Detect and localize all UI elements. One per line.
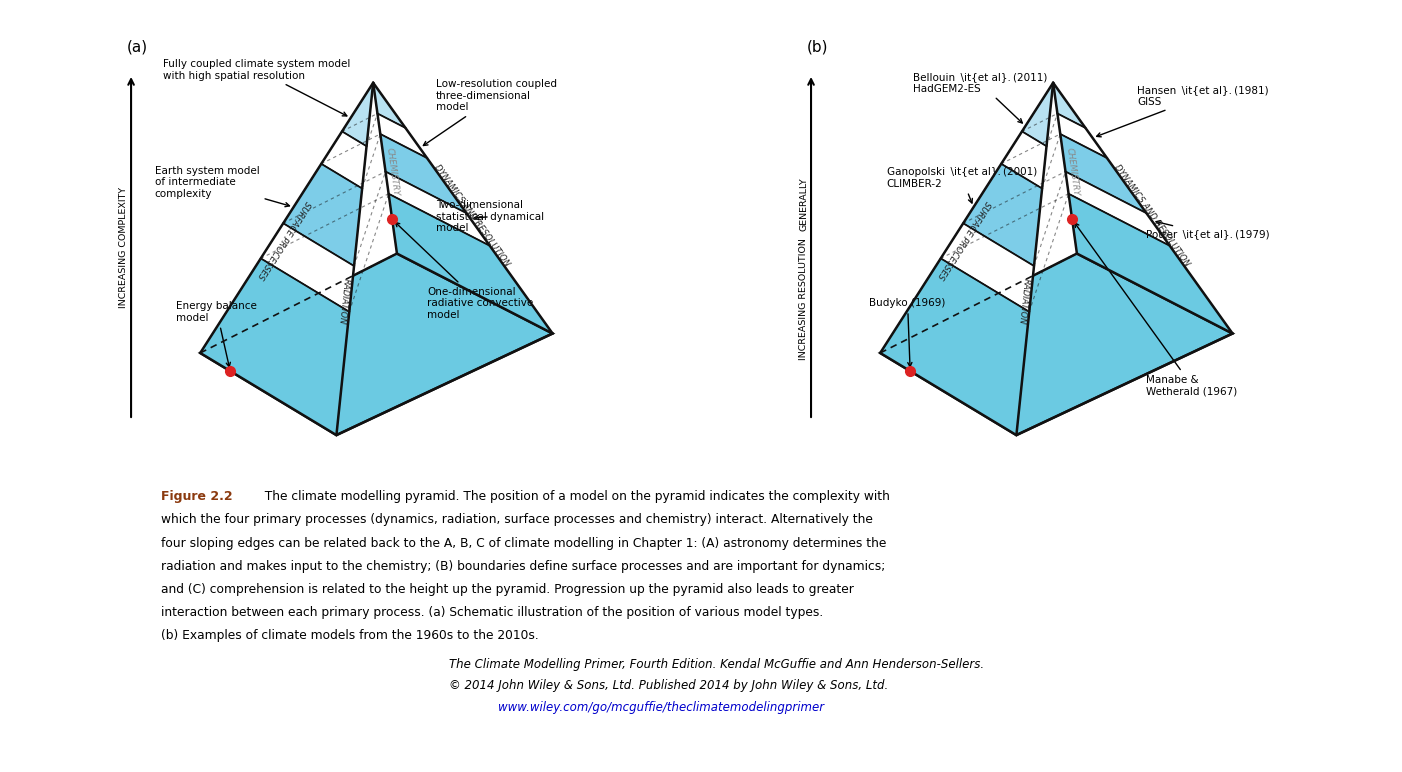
Polygon shape bbox=[1068, 194, 1232, 334]
Polygon shape bbox=[261, 223, 355, 312]
Polygon shape bbox=[283, 164, 362, 266]
Text: (a): (a) bbox=[126, 39, 147, 55]
Text: Low-resolution coupled
three-dimensional
model: Low-resolution coupled three-dimensional… bbox=[423, 79, 557, 145]
Text: Hansen  \it{et al}. (1981)
GISS: Hansen \it{et al}. (1981) GISS bbox=[1096, 85, 1269, 137]
Text: which the four primary processes (dynamics, radiation, surface processes and che: which the four primary processes (dynami… bbox=[161, 513, 873, 527]
Text: www.wiley.com/go/mcguffie/theclimatemodelingprimer: www.wiley.com/go/mcguffie/theclimatemode… bbox=[498, 701, 824, 714]
Text: One-dimensional
radiative convective
model: One-dimensional radiative convective mod… bbox=[395, 222, 533, 320]
Text: Fully coupled climate system model
with high spatial resolution: Fully coupled climate system model with … bbox=[164, 59, 350, 116]
Text: Budyko (1969): Budyko (1969) bbox=[869, 298, 946, 367]
Polygon shape bbox=[1060, 134, 1147, 213]
Polygon shape bbox=[377, 113, 428, 158]
Polygon shape bbox=[380, 134, 467, 213]
Polygon shape bbox=[1066, 171, 1169, 245]
Text: The Climate Modelling Primer, Fourth Edition. Kendal McGuffie and Ann Henderson-: The Climate Modelling Primer, Fourth Edi… bbox=[449, 658, 984, 671]
Text: RADIATION: RADIATION bbox=[336, 278, 350, 325]
Text: GENERALLY: GENERALLY bbox=[799, 177, 808, 231]
Text: (b): (b) bbox=[806, 39, 829, 55]
Text: INCREASING RESOLUTION: INCREASING RESOLUTION bbox=[799, 238, 808, 360]
Polygon shape bbox=[1057, 113, 1108, 158]
Text: Two-dimensional
statistical dynamical
model: Two-dimensional statistical dynamical mo… bbox=[436, 200, 544, 233]
Text: SURFACE PROCESSES: SURFACE PROCESSES bbox=[935, 198, 993, 280]
Text: interaction between each primary process. (a) Schematic illustration of the posi: interaction between each primary process… bbox=[161, 606, 823, 619]
Text: radiation and makes input to the chemistry; (B) boundaries define surface proces: radiation and makes input to the chemist… bbox=[161, 560, 886, 573]
Text: Earth system model
of intermediate
complexity: Earth system model of intermediate compl… bbox=[154, 165, 289, 207]
Text: DYNAMICS AND RESOLUTION: DYNAMICS AND RESOLUTION bbox=[1112, 163, 1192, 268]
Text: © 2014 John Wiley & Sons, Ltd. Published 2014 by John Wiley & Sons, Ltd.: © 2014 John Wiley & Sons, Ltd. Published… bbox=[449, 679, 887, 692]
Polygon shape bbox=[373, 83, 405, 128]
Text: and (C) comprehension is related to the height up the pyramid. Progression up th: and (C) comprehension is related to the … bbox=[161, 583, 854, 596]
Text: Ganopolski  \it{et al}. (2001)
CLIMBER-2: Ganopolski \it{et al}. (2001) CLIMBER-2 bbox=[886, 167, 1037, 203]
Polygon shape bbox=[880, 259, 1029, 435]
Polygon shape bbox=[388, 194, 552, 334]
Polygon shape bbox=[1001, 131, 1046, 188]
Polygon shape bbox=[963, 164, 1042, 266]
Text: (b) Examples of climate models from the 1960s to the 2010s.: (b) Examples of climate models from the … bbox=[161, 629, 538, 642]
Text: CHEMISTRY: CHEMISTRY bbox=[384, 147, 400, 196]
Text: four sloping edges can be related back to the A, B, C of climate modelling in Ch: four sloping edges can be related back t… bbox=[161, 537, 886, 550]
Text: Manabe &
Wetherald (1967): Manabe & Wetherald (1967) bbox=[1075, 223, 1238, 396]
Polygon shape bbox=[880, 253, 1232, 435]
Polygon shape bbox=[941, 223, 1035, 312]
Text: Figure 2.2: Figure 2.2 bbox=[161, 490, 233, 503]
Text: Energy balance
model: Energy balance model bbox=[177, 301, 258, 367]
Text: CHEMISTRY: CHEMISTRY bbox=[1064, 147, 1080, 196]
Polygon shape bbox=[342, 83, 373, 146]
Polygon shape bbox=[1022, 83, 1053, 146]
Text: The climate modelling pyramid. The position of a model on the pyramid indicates : The climate modelling pyramid. The posit… bbox=[257, 490, 889, 503]
Text: RADIATION: RADIATION bbox=[1016, 278, 1030, 325]
Text: DYNAMICS AND RESOLUTION: DYNAMICS AND RESOLUTION bbox=[432, 163, 512, 268]
Polygon shape bbox=[386, 171, 489, 245]
Polygon shape bbox=[200, 253, 552, 435]
Text: Bellouin  \it{et al}. (2011)
HadGEM2-ES: Bellouin \it{et al}. (2011) HadGEM2-ES bbox=[913, 72, 1047, 123]
Polygon shape bbox=[321, 131, 366, 188]
Polygon shape bbox=[200, 259, 349, 435]
Polygon shape bbox=[1053, 83, 1085, 128]
Text: INCREASING COMPLEXITY: INCREASING COMPLEXITY bbox=[119, 187, 128, 307]
Text: Potter  \it{et al}. (1979): Potter \it{et al}. (1979) bbox=[1145, 221, 1270, 239]
Text: SURFACE PROCESSES: SURFACE PROCESSES bbox=[255, 198, 313, 280]
